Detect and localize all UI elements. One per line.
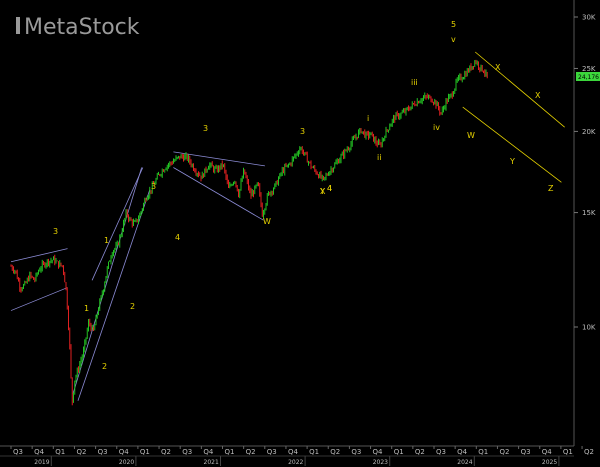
- quarter-tick-label: Q3: [98, 448, 108, 456]
- quarter-tick-label: Q4: [288, 448, 299, 456]
- wave-label: 2: [102, 362, 107, 371]
- quarter-tick-label: Q3: [267, 448, 277, 456]
- price-tick-label: 10K: [582, 324, 596, 332]
- last-price-tag: 24,176: [576, 72, 600, 81]
- quarter-tick-label: Q2: [161, 448, 171, 456]
- year-tick-label: 2019: [34, 459, 49, 466]
- wave-label: iv: [433, 123, 440, 132]
- quarter-tick-label: Q3: [13, 448, 23, 456]
- quarter-tick-label: Q2: [415, 448, 425, 456]
- target-trendline: [462, 106, 562, 183]
- wave-label: X: [495, 63, 501, 72]
- quarter-tick-label: Q4: [119, 448, 130, 456]
- quarter-tick-label: Q4: [542, 448, 553, 456]
- channel-trendline: [173, 151, 265, 167]
- wave-label: 4: [327, 184, 332, 193]
- wave-label: 3: [203, 124, 208, 133]
- wave-label: ii: [377, 153, 381, 162]
- wave-label: Y: [319, 187, 325, 196]
- metastock-logo: MetaStock: [16, 15, 140, 40]
- year-tick-label: 2022: [288, 459, 303, 466]
- channel-trendline: [77, 189, 151, 401]
- channel-trendline: [72, 167, 143, 394]
- quarter-tick-label: Q2: [246, 448, 256, 456]
- channel-trendline: [10, 248, 68, 263]
- wave-label: X: [535, 91, 541, 100]
- quarter-tick-label: Q3: [182, 448, 192, 456]
- wave-label: 3: [151, 182, 156, 191]
- channel-trendline: [173, 167, 264, 221]
- year-tick-label: 2025: [542, 459, 557, 466]
- quarter-tick-label: Q3: [351, 448, 361, 456]
- price-axis: 30K 25K 20K 15K 10K: [574, 14, 596, 332]
- wave-label: 4: [175, 233, 180, 242]
- price-tick-label: 25K: [582, 65, 596, 73]
- channel-trendline: [91, 167, 144, 281]
- quarter-tick-label: Q1: [478, 448, 488, 456]
- wave-label: 3: [53, 227, 58, 236]
- wave-label: i: [367, 114, 369, 123]
- quarter-tick-label: Q2: [76, 448, 86, 456]
- wave-label: 2: [130, 302, 135, 311]
- wave-label: 1: [104, 236, 109, 245]
- year-tick-label: 2024: [457, 459, 472, 466]
- quarter-tick-label: Q1: [309, 448, 319, 456]
- quarter-tick-label: Q3: [436, 448, 446, 456]
- metastock-logo-text: MetaStock: [24, 15, 140, 40]
- quarter-tick-label: Q4: [373, 448, 384, 456]
- quarter-tick-label: Q1: [563, 448, 573, 456]
- quarter-tick-label: Q1: [140, 448, 150, 456]
- channel-trendline: [10, 287, 68, 311]
- quarter-tick-label: Q1: [225, 448, 235, 456]
- quarter-tick-label: Q2: [330, 448, 340, 456]
- quarter-tick-label: Q2: [584, 448, 594, 456]
- wave-label: iii: [411, 78, 418, 87]
- year-tick-label: 2021: [204, 459, 219, 466]
- year-tick-label: 2020: [119, 459, 134, 466]
- wave-label: X: [320, 187, 326, 196]
- target-trendline: [474, 51, 565, 128]
- price-tick-label: 20K: [582, 128, 596, 136]
- wave-label: W: [467, 131, 475, 140]
- last-price-label: 24,176: [578, 74, 599, 81]
- wave-label: v: [451, 35, 456, 44]
- wave-label: 3: [300, 127, 305, 136]
- wave-label: 4: [327, 184, 332, 193]
- quarter-tick-label: Q1: [55, 448, 65, 456]
- last-price-badge: [576, 72, 600, 81]
- price-tick-label: 30K: [582, 14, 596, 22]
- wave-label: Y: [509, 157, 515, 166]
- wave-label: Z: [548, 184, 554, 193]
- wave-label: W: [263, 217, 271, 226]
- wave-label: 1: [84, 304, 89, 313]
- metastock-logo-mark: [16, 17, 20, 34]
- quarter-tick-label: Q4: [203, 448, 214, 456]
- price-tick-label: 15K: [582, 209, 596, 217]
- quarter-tick-label: Q4: [457, 448, 468, 456]
- quarter-tick-label: Q1: [394, 448, 404, 456]
- quarter-tick-label: Q4: [34, 448, 45, 456]
- candles: [10, 59, 488, 406]
- time-axis: Q3 Q4 Q1 Q2 Q3 Q4 Q1 Q2 Q3 Q4 Q1 Q2 Q3 Q4 Q1 Q2 Q3 Q4 Q1 Q2…: [10, 446, 594, 466]
- wave-label: 5: [451, 20, 456, 29]
- quarter-tick-label: Q2: [499, 448, 509, 456]
- quarter-tick-label: Q3: [521, 448, 531, 456]
- year-tick-label: 2023: [373, 459, 388, 466]
- trendlines: [10, 51, 565, 401]
